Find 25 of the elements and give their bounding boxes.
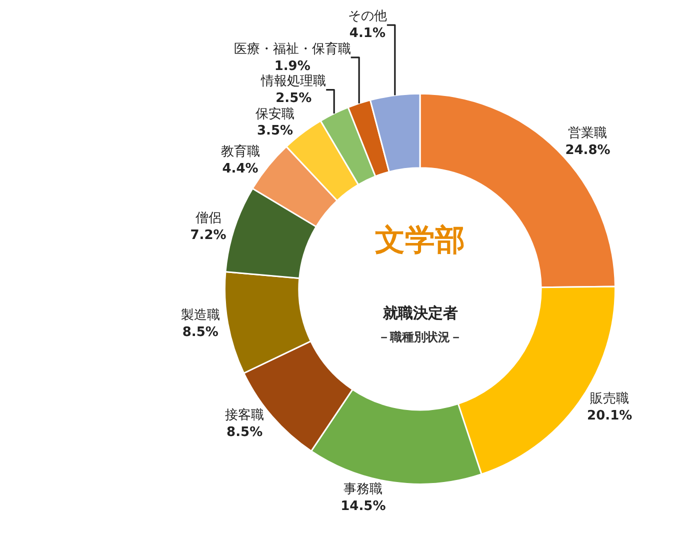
data-label: 24.8% (565, 142, 610, 158)
data-label: 8.5% (182, 325, 218, 340)
slice-label: 医療・福祉・保育職 (234, 40, 351, 57)
text: 就職決定者 (382, 304, 458, 322)
text: －職種別状況－ (378, 330, 462, 344)
data-label: 3.5% (256, 124, 294, 139)
slice-label: 事務職 (344, 482, 383, 498)
data-label: 8.5% (226, 425, 263, 440)
slice-label: 営業職 (568, 126, 608, 141)
slice-label: 販売職 (590, 392, 630, 407)
data-label: 1.9% (274, 58, 310, 74)
slice-label: その他 (348, 9, 387, 24)
slice-label: 情報処理職 (260, 74, 326, 89)
slice-label: 教育職 (220, 143, 260, 160)
data-label: 2.5% (276, 90, 312, 106)
slice-label: 製造職 (180, 308, 220, 324)
slice-label: 僧侶 (195, 211, 222, 226)
data-label: 4.4% (222, 161, 258, 176)
data-label: 20.1% (587, 408, 632, 424)
data-label: 4.1% (349, 26, 386, 41)
slice-label: 接客職 (225, 407, 264, 424)
data-label: 14.5% (340, 499, 386, 514)
slice-label: 保安職 (256, 106, 295, 122)
data-label: 7.2% (190, 228, 226, 243)
text: 文学部 (375, 223, 465, 258)
